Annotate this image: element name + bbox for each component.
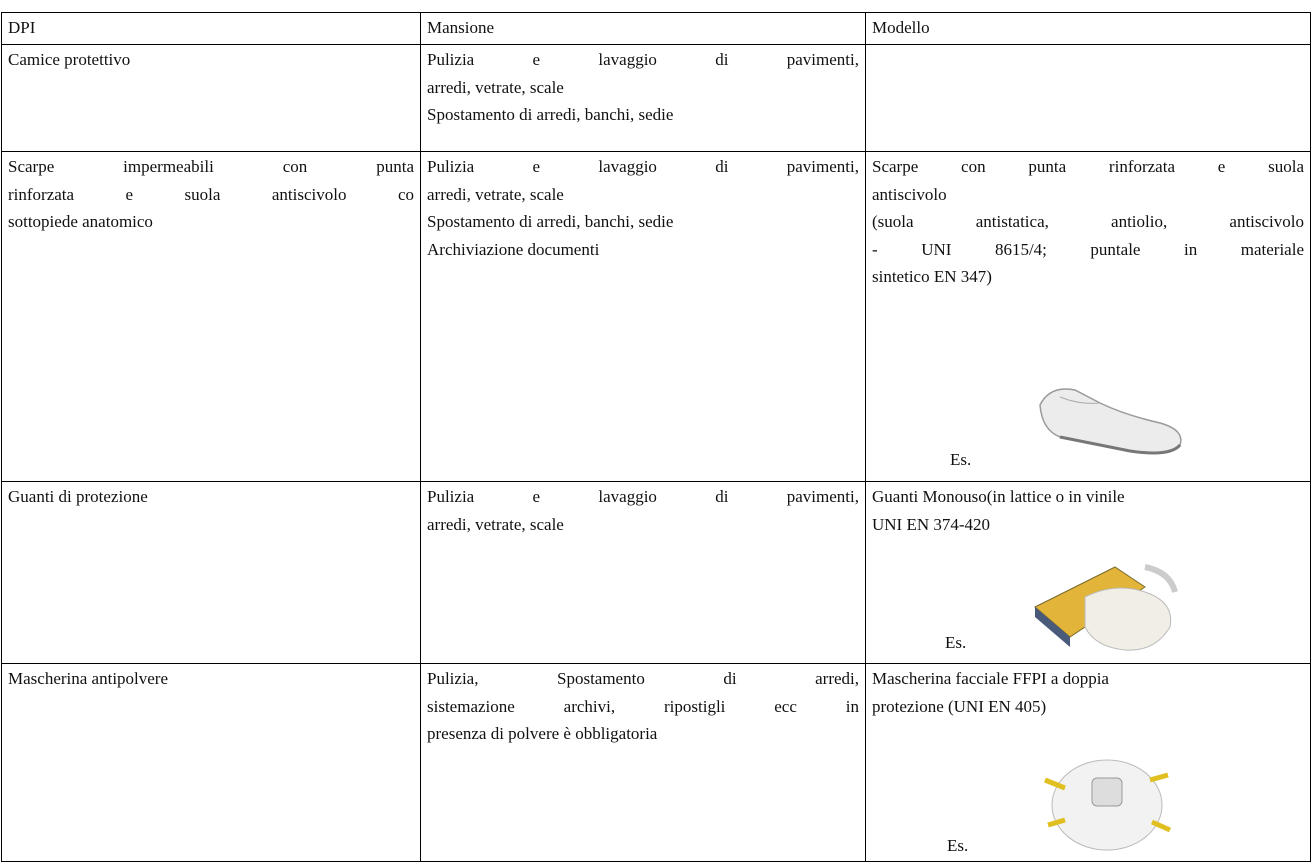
- table-border: [1, 12, 2, 862]
- table-border: [1, 481, 1311, 482]
- example-label: Es.: [950, 450, 972, 469]
- cell-text: Spostamento di arredi, banchi, sedie: [427, 105, 674, 124]
- cell-text: Pulizia, Spostamento di arredi,: [427, 669, 859, 688]
- table-cell: Mascherina facciale FFPI a doppia protezi…: [872, 665, 1304, 720]
- cell-text: Mascherina facciale FFPI a doppia: [872, 669, 1109, 688]
- cell-text: rinforzata e suola antiscivolo co: [8, 184, 414, 204]
- table-cell: Scarpe con punta rinforzata e suola antis…: [872, 153, 1304, 291]
- cell-text: sistemazione archivi, ripostigli ecc in: [427, 696, 859, 716]
- table-border: [1, 151, 1311, 152]
- table-border: [1, 663, 1311, 664]
- table-cell: Guanti di protezione: [8, 483, 414, 511]
- table-cell: Mascherina antipolvere: [8, 665, 414, 693]
- cell-text: Scarpe impermeabili con punta: [8, 157, 414, 176]
- table-border: [1, 12, 1311, 13]
- example-label: Es.: [945, 633, 967, 652]
- shoe-image: [1039, 388, 1182, 455]
- table-cell: Mansione: [427, 14, 859, 42]
- cell-text: UNI EN 374-420: [872, 514, 991, 534]
- cell-text: arredi, vetrate, scale: [427, 514, 564, 534]
- example-label: Es.: [947, 836, 969, 855]
- table-cell: Guanti Monouso(in lattice o in vinile UNI…: [872, 483, 1304, 538]
- table-cell: Pulizia e lavaggio di pavimenti, arredi, …: [427, 483, 859, 538]
- cell-text: Modello: [872, 18, 930, 37]
- table-cell: Pulizia, Spostamento di arredi, sistemazi…: [427, 665, 859, 748]
- cell-text: Camice protettivo: [8, 50, 131, 69]
- cell-text: sintetico EN 347): [872, 267, 992, 286]
- table-border: [420, 12, 421, 862]
- table-cell: Pulizia e lavaggio di pavimenti, arredi, …: [427, 46, 859, 129]
- cell-text: sottopiede anatomico: [8, 212, 153, 231]
- cell-text: Archiviazione documenti: [427, 239, 600, 259]
- cell-text: Guanti di protezione: [8, 487, 148, 506]
- cell-text: Mansione: [427, 18, 495, 37]
- cell-text: Scarpe con punta rinforzata e suola: [872, 157, 1304, 176]
- cell-text: Guanti Monouso(in lattice o in vinile: [872, 487, 1125, 506]
- mask-image: [1044, 759, 1172, 851]
- table-cell: Camice protettivo: [8, 46, 414, 74]
- table-cell: DPI: [8, 14, 414, 42]
- gloves-image: [1034, 564, 1178, 651]
- cell-text: arredi, vetrate, scale: [427, 184, 564, 204]
- cell-text: protezione (UNI EN 405): [872, 696, 1047, 716]
- cell-text: Pulizia e lavaggio di pavimenti,: [427, 487, 859, 506]
- cell-text: Spostamento di arredi, banchi, sedie: [427, 212, 674, 231]
- cell-text: Pulizia e lavaggio di pavimenti,: [427, 50, 859, 69]
- table-border: [865, 12, 866, 862]
- cell-text: arredi, vetrate, scale: [427, 77, 564, 97]
- table-cell: Modello: [872, 14, 1304, 42]
- cell-text: DPI: [8, 18, 36, 37]
- cell-text: Mascherina antipolvere: [8, 669, 169, 688]
- table-cell: Scarpe impermeabili con punta rinforzata …: [8, 153, 414, 236]
- cell-text: Pulizia e lavaggio di pavimenti,: [427, 157, 859, 176]
- cell-text: presenza di polvere è obbligatoria: [427, 724, 658, 743]
- cell-text: - UNI 8615/4; puntale in materiale: [872, 239, 1304, 259]
- cell-text: (suola antistatica, antiolio, antiscivol…: [872, 212, 1304, 231]
- table-border: [1, 44, 1311, 45]
- cell-text: antiscivolo: [872, 184, 947, 204]
- table-cell: Pulizia e lavaggio di pavimenti, arredi, …: [427, 153, 859, 263]
